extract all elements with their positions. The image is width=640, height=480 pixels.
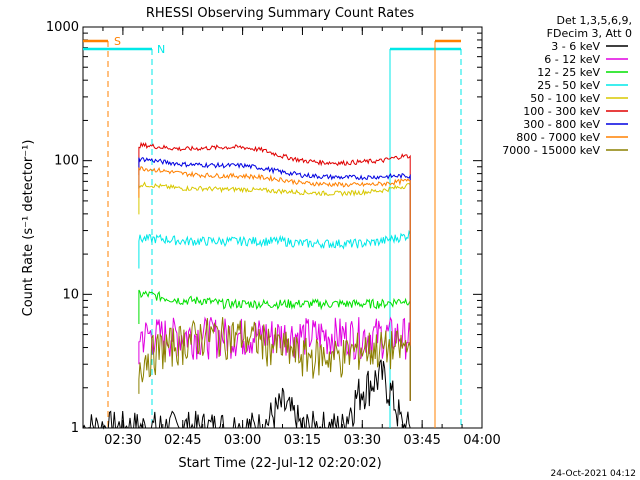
series-100-300-kev [138,141,411,401]
legend-label: 3 - 6 keV [551,40,600,53]
legend-label: 6 - 12 keV [544,53,600,66]
x-tick-label: 04:00 [463,433,500,448]
legend-label: 25 - 50 keV [537,79,600,92]
series-50-100-kev [138,181,411,401]
x-axis-label: Start Time (22-Jul-12 02:20:02) [178,456,381,471]
legend-label: 800 - 7000 keV [516,131,600,144]
y-tick-label: 1 [71,421,79,436]
series-line [138,317,411,401]
chart-title: RHESSI Observing Summary Count Rates [146,6,415,21]
series-line [138,165,411,401]
legend-label: 12 - 25 keV [537,66,600,79]
y-tick-label: 1000 [46,20,79,35]
y-axis: 1 10 100 1000 [46,20,482,436]
legend-label: 100 - 300 keV [523,105,600,118]
series-line [82,359,411,430]
series-line [138,289,411,401]
footer-date: 24-Oct-2021 04:12 [551,469,636,479]
series-300-800-kev [138,157,411,401]
x-tick-label: 03:15 [284,433,321,448]
flag-lines: S N [83,35,462,428]
legend-header-1: Det 1,3,5,6,9, [556,14,632,27]
series-7000-15000-kev [138,317,411,401]
series-line [138,181,411,401]
y-tick-label: 100 [54,154,79,169]
series-group [82,141,411,430]
annotation-night: N [157,43,165,56]
y-axis-label: Count Rate (s⁻¹ detector⁻¹) [21,140,36,317]
series-12-25-kev [138,289,411,401]
x-tick-label: 03:00 [224,433,261,448]
legend: Det 1,3,5,6,9, FDecim 3, Att 0 3 - 6 keV… [502,14,632,157]
series-line [138,229,411,401]
legend-label: 50 - 100 keV [530,92,600,105]
annotation-saa: S [114,35,121,48]
series-3-6-kev [82,359,411,430]
x-axis: 02:30 02:45 03:00 03:15 03:30 03:45 04:00 [82,27,501,448]
series-800-7000-kev [138,165,411,401]
legend-label: 7000 - 15000 keV [502,144,600,157]
series-25-50-kev [138,229,411,401]
x-tick-label: 02:30 [104,433,141,448]
legend-label: 300 - 800 keV [523,118,600,131]
series-line [138,141,411,401]
y-tick-label: 10 [62,287,79,302]
legend-header-2: FDecim 3, Att 0 [547,27,632,40]
x-tick-label: 02:45 [164,433,201,448]
series-line [138,157,411,401]
x-tick-label: 03:30 [344,433,381,448]
x-tick-label: 03:45 [403,433,440,448]
